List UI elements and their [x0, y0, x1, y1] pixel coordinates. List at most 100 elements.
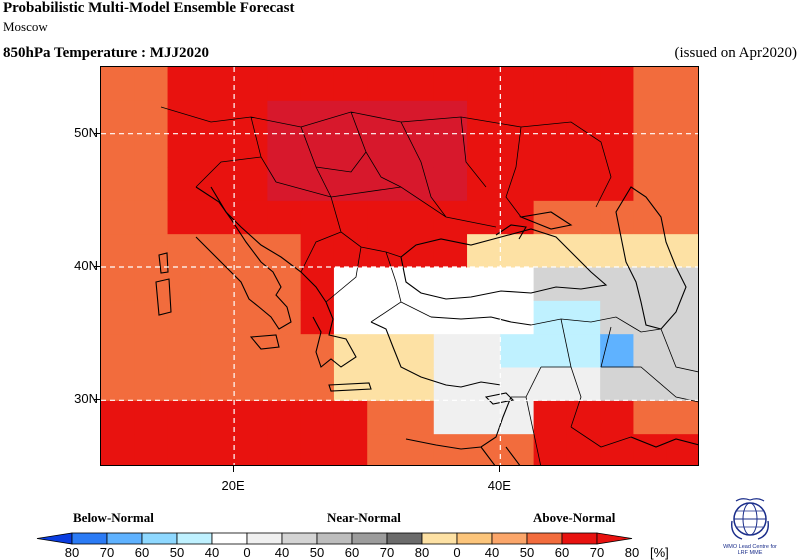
grid-cell [200, 100, 235, 135]
grid-cell [234, 167, 268, 201]
colorbar-tick-label: 70 [379, 545, 395, 560]
colorbar-swatch [141, 532, 178, 545]
map-title: Probabilistic Multi-Model Ensemble Forec… [3, 0, 295, 16]
grid-cell [234, 67, 268, 101]
grid-cell [200, 133, 235, 168]
lat-tick-label: 30N [74, 391, 98, 407]
grid-cell [400, 100, 435, 135]
grid-cell [467, 233, 501, 268]
grid-cell [400, 300, 435, 335]
grid-cell [234, 367, 268, 401]
grid-cell [234, 233, 268, 268]
grid-cell [633, 100, 668, 135]
grid-cell [367, 100, 401, 135]
grid-cell [267, 100, 302, 135]
grid-cell [566, 367, 601, 401]
grid-cell [400, 367, 435, 401]
coastline-sea-of-azov [518, 211, 573, 230]
grid-cell [533, 133, 568, 168]
unit-label: [%] [650, 545, 669, 560]
grid-cell [101, 167, 135, 201]
grid-cell [533, 100, 568, 135]
grid-cell [367, 133, 401, 168]
grid-cell [633, 133, 668, 168]
colorbar-tick-label: 80 [414, 545, 430, 560]
grid-cell [167, 400, 202, 435]
grid-cell [600, 367, 634, 401]
grid-cell [134, 367, 169, 401]
grid-cell [533, 233, 568, 268]
forecast-map [100, 66, 699, 466]
grid-cell [267, 233, 302, 268]
grid-cell [134, 233, 169, 268]
grid-cell [633, 433, 668, 465]
grid-cell [566, 167, 601, 201]
grid-cell [500, 400, 535, 435]
map-subtitle: Moscow [3, 19, 48, 34]
colorbar-tick-label: 60 [554, 545, 570, 560]
grid-cell [533, 167, 568, 201]
grid-cell [234, 200, 268, 235]
grid-cell [200, 233, 235, 268]
grid-cell [267, 133, 302, 168]
colorbar-arrow-left [36, 532, 73, 545]
grid-cell [167, 433, 202, 465]
coastline-adriatic-east [210, 186, 327, 303]
grid-cell [101, 433, 135, 465]
grid-cell [134, 400, 169, 435]
grid-cell [533, 67, 568, 101]
lat-tick-label: 50N [74, 124, 98, 140]
grid-cell [367, 433, 401, 465]
grid-cell [600, 433, 634, 465]
grid-cell [566, 300, 601, 335]
grid-cell [566, 233, 601, 268]
colorbar-swatch [561, 532, 598, 545]
grid-cell [101, 267, 135, 301]
grid-cell [101, 400, 135, 435]
grid-cell [234, 267, 268, 301]
grid-cell [333, 433, 368, 465]
grid-cell [367, 267, 401, 301]
near-normal-label: Near-Normal [327, 510, 401, 525]
lon-tick-label: 40E [487, 478, 511, 493]
grid-cell [433, 333, 468, 368]
grid-cell [633, 333, 668, 368]
grid-cell [400, 267, 435, 301]
grid-cell [666, 133, 698, 168]
grid-cell [200, 300, 235, 335]
grid-cell [633, 200, 668, 235]
grid-cell [333, 200, 368, 235]
coastline-crimea [495, 224, 527, 240]
colorbar-tick-label: 50 [169, 545, 185, 560]
border-lines [160, 106, 698, 465]
grid-cell [533, 433, 568, 465]
colorbar-swatch [351, 532, 388, 545]
grid-cell [433, 233, 468, 268]
grid-cell [566, 400, 601, 435]
grid-cell [167, 267, 202, 301]
grid-cell [400, 133, 435, 168]
grid-cell [101, 300, 135, 335]
grid-cell [566, 200, 601, 235]
grid-cell [167, 233, 202, 268]
grid-cell [234, 300, 268, 335]
colorbar-tick-label: 60 [344, 545, 360, 560]
grid-cell [500, 333, 535, 368]
grid-cell [167, 333, 202, 368]
colorbar-swatch [316, 532, 353, 545]
colorbar-swatch [526, 532, 563, 545]
colorbar-tick-label: 50 [519, 545, 535, 560]
grid-cell [600, 233, 634, 268]
grid-cell [500, 133, 535, 168]
grid-cell [267, 67, 302, 101]
grid-cell [500, 167, 535, 201]
grid-cell [267, 433, 302, 465]
colorbar-swatch [421, 532, 458, 545]
grid-cell [600, 400, 634, 435]
grid-cell [500, 433, 535, 465]
grid-cell [500, 267, 535, 301]
below-normal-label: Below-Normal [73, 510, 154, 525]
lat-tick [94, 399, 100, 401]
coastline-corsica [158, 252, 169, 274]
grid-cell [633, 267, 668, 301]
